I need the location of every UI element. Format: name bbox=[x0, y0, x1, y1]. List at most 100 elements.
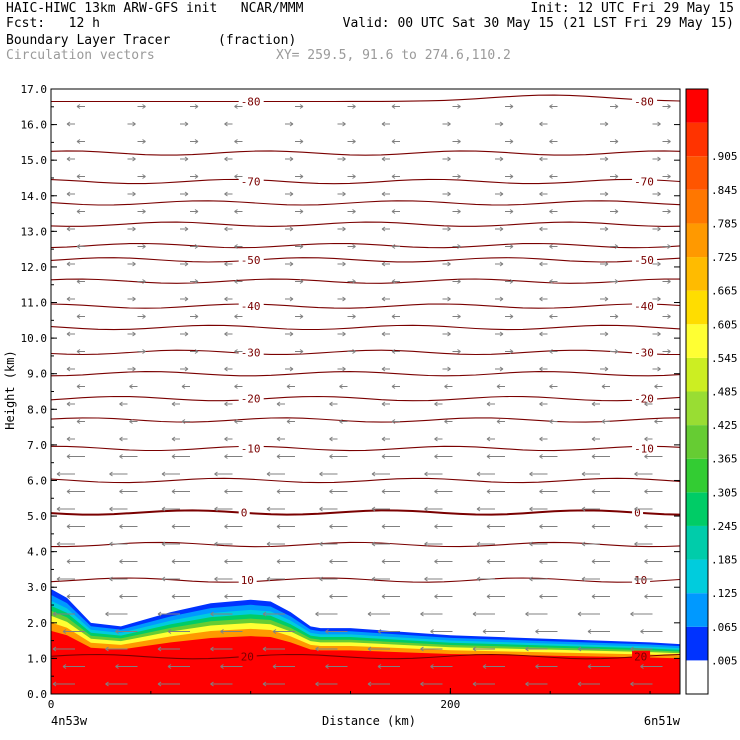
circulation-vector bbox=[181, 419, 190, 424]
vector-head bbox=[224, 456, 228, 459]
vector-head bbox=[667, 209, 671, 212]
circulation-vector bbox=[610, 314, 619, 319]
vector-head bbox=[539, 263, 543, 267]
vector-head bbox=[109, 473, 113, 477]
vector-head bbox=[549, 316, 553, 319]
colorbar-label: .785 bbox=[711, 217, 738, 230]
temperature-contour bbox=[50, 324, 681, 331]
circulation-vector bbox=[391, 349, 400, 354]
contour-label-bg bbox=[632, 650, 651, 663]
circulation-vector bbox=[610, 174, 619, 179]
circulation-vector bbox=[495, 156, 504, 162]
circulation-vector bbox=[137, 279, 146, 284]
vector-head bbox=[66, 368, 71, 372]
vector-head bbox=[472, 681, 477, 685]
circulation-vector bbox=[420, 611, 443, 617]
vector-head bbox=[630, 683, 634, 687]
circulation-vector bbox=[285, 296, 294, 302]
vector-head bbox=[132, 263, 136, 267]
vector-head bbox=[115, 666, 119, 669]
vector-head bbox=[657, 123, 661, 127]
valid-time: Valid: 00 UTC Sat 30 May 15 (21 LST Fri … bbox=[342, 16, 734, 31]
vector-head bbox=[329, 436, 333, 440]
circulation-vector bbox=[549, 209, 558, 214]
vector-head bbox=[119, 491, 123, 494]
circulation-vector bbox=[424, 576, 443, 582]
circulation-vector bbox=[127, 191, 136, 197]
vector-head bbox=[391, 139, 396, 142]
vector-head bbox=[315, 613, 319, 617]
vector-head bbox=[224, 193, 228, 197]
circulation-vector bbox=[66, 156, 75, 162]
circulation-vector bbox=[587, 664, 610, 669]
vector-head bbox=[499, 296, 504, 300]
circulation-vector bbox=[339, 419, 348, 424]
circulation-vector bbox=[329, 489, 348, 494]
vector-head bbox=[457, 176, 461, 179]
vector-head bbox=[381, 156, 386, 160]
circulation-vector bbox=[662, 279, 671, 284]
vector-head bbox=[142, 176, 146, 179]
vector-head bbox=[367, 611, 372, 615]
vector-head bbox=[299, 279, 304, 282]
vector-head bbox=[329, 403, 333, 407]
vector-head bbox=[262, 648, 267, 652]
vector-head bbox=[424, 543, 428, 547]
vector-head bbox=[434, 401, 438, 405]
x-tick-label: 0 bbox=[48, 698, 55, 711]
contour-label-bg bbox=[238, 442, 264, 455]
circulation-vector bbox=[190, 174, 199, 179]
vector-head bbox=[210, 613, 214, 617]
vector-head bbox=[434, 491, 438, 494]
circulation-vector bbox=[127, 121, 136, 127]
circulation-vector bbox=[539, 226, 548, 232]
circulation-vector bbox=[347, 244, 356, 249]
circulation-vector bbox=[391, 419, 400, 424]
circulation-vector bbox=[505, 349, 514, 354]
circulation-vector bbox=[266, 541, 285, 547]
circulation-vector bbox=[577, 646, 600, 652]
vector-head bbox=[342, 368, 346, 372]
vector-head bbox=[157, 683, 162, 687]
vector-head bbox=[109, 506, 113, 510]
vector-head bbox=[262, 681, 267, 685]
vector-head bbox=[132, 226, 136, 230]
vector-head bbox=[667, 244, 671, 247]
vector-head bbox=[601, 386, 606, 389]
circulation-vector bbox=[137, 209, 146, 214]
vector-head bbox=[142, 211, 146, 214]
vector-head bbox=[447, 261, 451, 265]
vector-head bbox=[171, 401, 176, 405]
vector-head bbox=[420, 683, 424, 687]
vector-head bbox=[319, 473, 323, 477]
circulation-vector bbox=[662, 174, 671, 179]
model-title: HAIC-HIWC 13km ARW-GFS init NCAR/MMM bbox=[6, 1, 304, 16]
vector-head bbox=[591, 403, 596, 407]
circulation-vector bbox=[381, 366, 390, 372]
vector-head bbox=[352, 141, 356, 144]
circulation-vector bbox=[190, 209, 199, 214]
circulation-vector bbox=[66, 594, 85, 599]
vector-head bbox=[371, 576, 376, 580]
circulation-vector bbox=[272, 629, 295, 634]
vector-head bbox=[604, 121, 609, 125]
vector-head bbox=[234, 386, 238, 389]
vector-head bbox=[604, 158, 609, 162]
vector-head bbox=[657, 366, 661, 370]
circulation-vector bbox=[210, 646, 233, 652]
vector-head bbox=[224, 331, 228, 335]
vector-head bbox=[329, 526, 333, 529]
vector-head bbox=[486, 438, 491, 442]
vector-head bbox=[119, 526, 123, 529]
vector-head bbox=[329, 491, 333, 494]
vector-head bbox=[482, 629, 487, 632]
circulation-vector bbox=[529, 471, 548, 477]
vector-head bbox=[299, 244, 304, 247]
vector-head bbox=[381, 403, 386, 407]
vector-head bbox=[447, 366, 451, 370]
vector-head bbox=[76, 386, 81, 389]
vector-head bbox=[581, 576, 586, 580]
vector-head bbox=[157, 681, 162, 685]
vector-head bbox=[644, 491, 648, 494]
vector-head bbox=[339, 384, 343, 387]
